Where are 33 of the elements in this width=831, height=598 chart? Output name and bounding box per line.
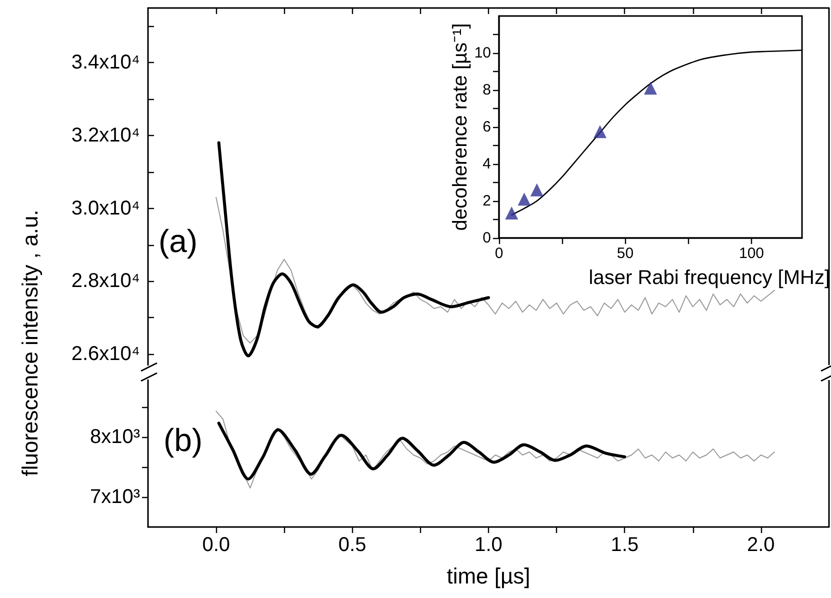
x-tick-label: 100	[738, 245, 764, 262]
y-tick-label: 7x10³	[90, 486, 140, 508]
y-tick-label: 2.6x10⁴	[71, 343, 140, 366]
y-tick-label: 3.0x10⁴	[71, 197, 140, 220]
x-tick-label: 0.5	[338, 534, 366, 556]
point	[518, 192, 531, 206]
x-tick-label: 50	[616, 245, 634, 262]
x-tick-label: 0	[494, 245, 504, 262]
y-tick-label: 4	[482, 156, 491, 172]
point	[594, 125, 606, 138]
x-tick-label: 0.0	[202, 534, 230, 556]
x-tick-label: 1.5	[610, 534, 639, 556]
y-tick-label: 0	[482, 230, 491, 246]
point	[530, 183, 544, 196]
y-tick-label: 2	[482, 192, 491, 210]
y-tick-label: 10	[474, 44, 491, 62]
point	[505, 206, 518, 220]
y-tick-label: 8	[482, 82, 491, 98]
x-axis-title: laser Rabi frequency [MHz]	[588, 267, 830, 289]
point	[644, 82, 657, 95]
y-tick-label: 6	[482, 118, 491, 136]
annotation: (b)	[163, 422, 203, 458]
x-axis-title: time [µs]	[446, 564, 530, 588]
y-tick-label: 3.2x10⁴	[71, 124, 140, 146]
annotation: (a)	[158, 223, 198, 259]
y-tick-label: 3.4x10⁴	[71, 52, 140, 74]
y-tick-label: 8x10³	[90, 426, 140, 448]
y-axis-title: decoherence rate [µs⁻¹]	[449, 23, 472, 231]
y-tick-label: 2.8x10⁴	[71, 270, 140, 292]
x-tick-label: 1.0	[474, 534, 502, 556]
line-series	[217, 422, 626, 480]
y-axis-title: fluorescence intensity , a.u.	[18, 210, 42, 476]
x-tick-label: 2.0	[746, 534, 775, 556]
